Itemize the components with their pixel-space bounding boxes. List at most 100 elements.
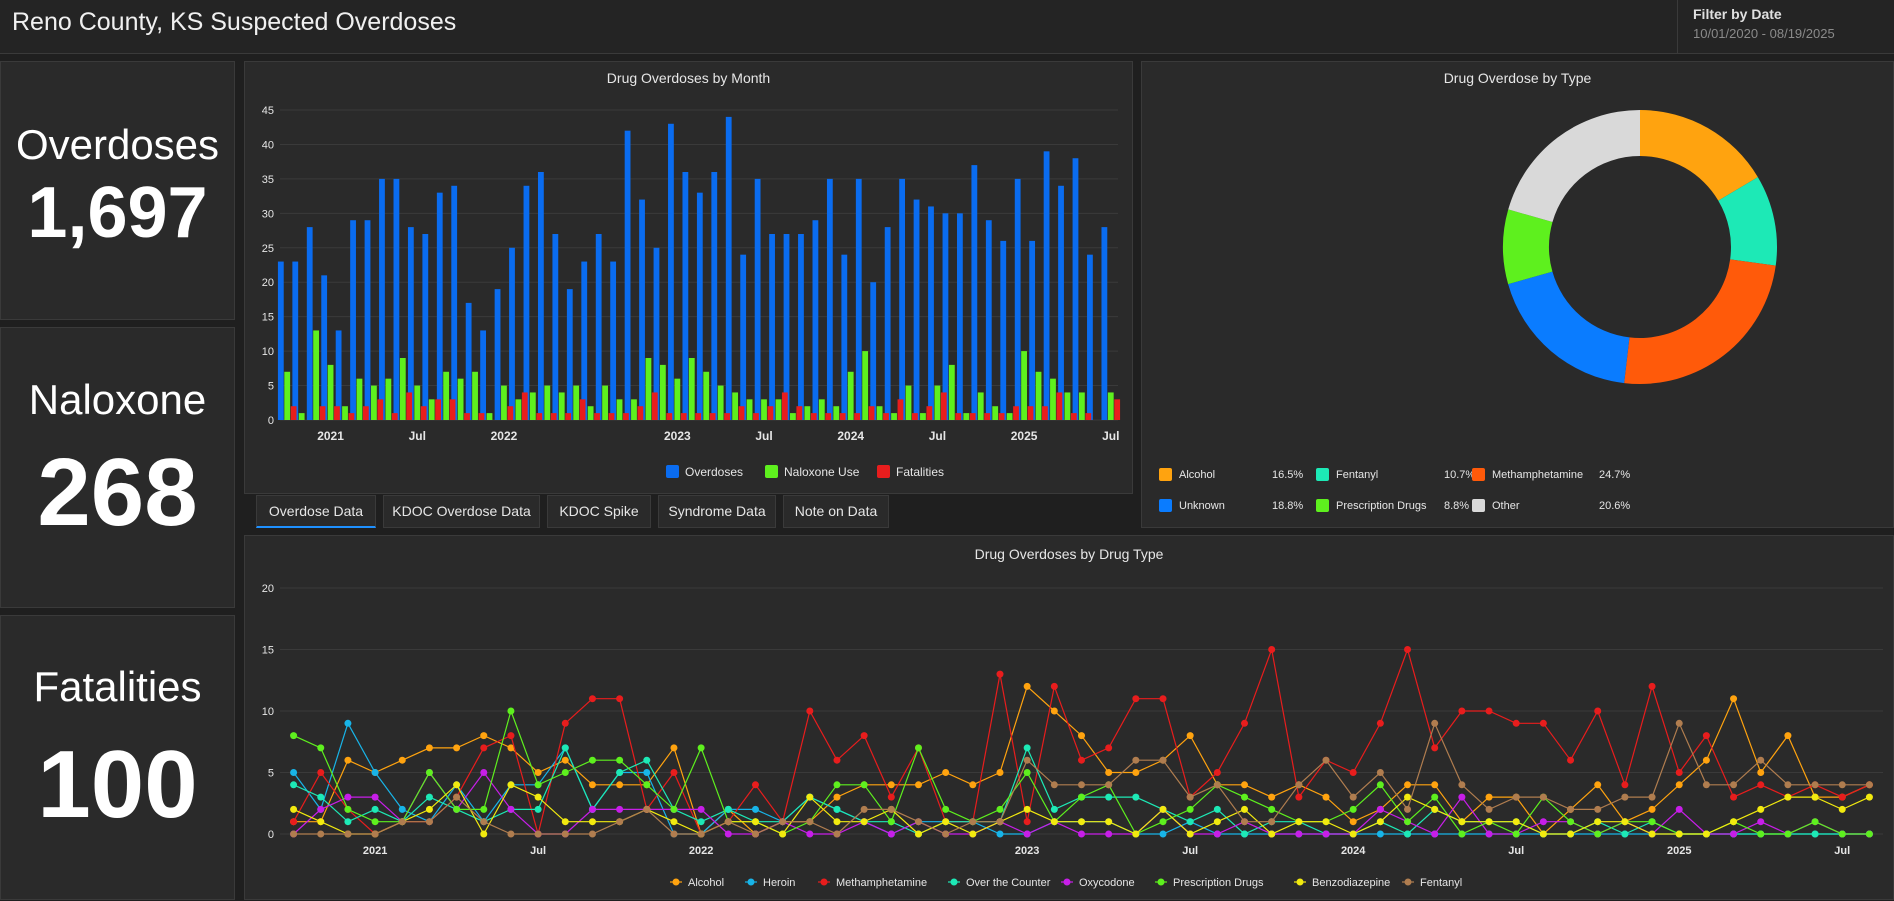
line-point-methamphetamine[interactable] xyxy=(616,695,624,703)
line-point-fentanyl[interactable] xyxy=(1567,805,1575,813)
line-point-over-the-counter[interactable] xyxy=(1811,830,1819,838)
line-point-benzodiazepine[interactable] xyxy=(1594,818,1602,826)
bar-overdoses[interactable] xyxy=(566,289,573,420)
line-point-oxycodone[interactable] xyxy=(887,830,895,838)
line-point-prescription-drugs[interactable] xyxy=(344,805,352,813)
bar-fatalities[interactable] xyxy=(623,413,629,420)
line-point-alcohol[interactable] xyxy=(561,756,569,764)
line-point-oxycodone[interactable] xyxy=(1757,818,1765,826)
line-legend-label[interactable]: Methamphetamine xyxy=(836,877,927,889)
bar-naloxone-use[interactable] xyxy=(1107,392,1114,420)
line-point-methamphetamine[interactable] xyxy=(1838,793,1846,801)
bar-naloxone-use[interactable] xyxy=(862,351,869,420)
bar-naloxone-use[interactable] xyxy=(631,399,637,420)
line-point-benzodiazepine[interactable] xyxy=(1268,830,1276,838)
line-point-oxycodone[interactable] xyxy=(1078,830,1085,838)
bar-naloxone-use[interactable] xyxy=(356,378,363,420)
line-point-benzodiazepine[interactable] xyxy=(860,818,868,826)
line-point-alcohol[interactable] xyxy=(942,769,950,776)
bar-naloxone-use[interactable] xyxy=(732,392,739,420)
bar-naloxone-use[interactable] xyxy=(659,364,666,420)
bar-overdoses[interactable] xyxy=(812,220,819,420)
line-point-over-the-counter[interactable] xyxy=(1132,793,1140,801)
line-point-methamphetamine[interactable] xyxy=(887,793,895,801)
line-point-fentanyl[interactable] xyxy=(697,830,705,838)
line-point-fentanyl[interactable] xyxy=(1784,781,1792,789)
line-point-fentanyl[interactable] xyxy=(1539,793,1547,801)
line-point-oxycodone[interactable] xyxy=(1675,805,1683,813)
line-point-oxycodone[interactable] xyxy=(344,793,352,801)
line-point-over-the-counter[interactable] xyxy=(317,793,325,801)
line-point-prescription-drugs[interactable] xyxy=(1023,769,1031,776)
bar-naloxone-use[interactable] xyxy=(804,406,811,420)
line-point-benzodiazepine[interactable] xyxy=(1322,818,1330,826)
donut-legend-item[interactable]: Alcohol 16.5% xyxy=(1159,468,1389,484)
line-point-over-the-counter[interactable] xyxy=(724,805,732,813)
line-point-prescription-drugs[interactable] xyxy=(1594,830,1602,838)
bar-overdoses[interactable] xyxy=(292,261,299,420)
line-point-benzodiazepine[interactable] xyxy=(561,818,569,826)
line-point-alcohol[interactable] xyxy=(1404,781,1412,789)
bar-naloxone-use[interactable] xyxy=(399,358,406,420)
line-point-alcohol[interactable] xyxy=(616,781,624,789)
line-point-benzodiazepine[interactable] xyxy=(969,830,977,838)
bar-fatalities[interactable] xyxy=(579,399,586,420)
bar-legend-label[interactable]: Naloxone Use xyxy=(784,465,860,479)
line-point-alcohol[interactable] xyxy=(1105,769,1113,776)
line-point-methamphetamine[interactable] xyxy=(751,781,759,789)
line-point-fentanyl[interactable] xyxy=(1050,781,1058,789)
bar-naloxone-use[interactable] xyxy=(1064,392,1071,420)
bar-fatalities[interactable] xyxy=(1114,399,1121,420)
line-point-oxycodone[interactable] xyxy=(806,830,814,838)
bar-fatalities[interactable] xyxy=(550,413,557,420)
tab-note-on-data[interactable]: Note on Data xyxy=(783,495,889,528)
bar-fatalities[interactable] xyxy=(868,406,875,420)
bar-overdoses[interactable] xyxy=(841,254,848,420)
bar-naloxone-use[interactable] xyxy=(371,385,377,420)
line-point-fentanyl[interactable] xyxy=(1023,756,1031,764)
bar-fatalities[interactable] xyxy=(536,413,543,420)
line-point-heroin[interactable] xyxy=(371,769,379,776)
bar-naloxone-use[interactable] xyxy=(587,406,594,420)
bar-fatalities[interactable] xyxy=(608,413,615,420)
line-point-prescription-drugs[interactable] xyxy=(1431,793,1439,801)
bar-naloxone-use[interactable] xyxy=(645,358,652,420)
bar-naloxone-use[interactable] xyxy=(977,392,984,420)
line-point-fentanyl[interactable] xyxy=(1159,756,1167,764)
line-point-oxycodone[interactable] xyxy=(480,769,488,776)
line-point-methamphetamine[interactable] xyxy=(290,818,298,826)
bar-fatalities[interactable] xyxy=(709,413,716,420)
donut-legend-item[interactable]: Other 20.6% xyxy=(1472,499,1702,515)
line-point-methamphetamine[interactable] xyxy=(1485,707,1493,715)
bar-fatalities[interactable] xyxy=(695,413,702,420)
line-point-methamphetamine[interactable] xyxy=(1268,646,1276,653)
donut-slice-unknown[interactable] xyxy=(1508,271,1630,384)
bar-overdoses[interactable] xyxy=(422,234,429,420)
bar-fatalities[interactable] xyxy=(883,413,889,420)
bar-fatalities[interactable] xyxy=(897,399,904,420)
line-point-fentanyl[interactable] xyxy=(1431,719,1439,727)
line-point-fentanyl[interactable] xyxy=(1648,793,1656,801)
line-point-alcohol[interactable] xyxy=(1132,769,1140,776)
line-point-fentanyl[interactable] xyxy=(317,830,325,838)
line-point-benzodiazepine[interactable] xyxy=(1675,830,1683,838)
bar-overdoses[interactable] xyxy=(754,178,761,420)
line-point-over-the-counter[interactable] xyxy=(1621,830,1629,838)
donut-legend-item[interactable]: Prescription Drugs 8.8% xyxy=(1316,499,1546,515)
bar-naloxone-use[interactable] xyxy=(428,399,435,420)
line-point-prescription-drugs[interactable] xyxy=(1838,830,1846,838)
donut-legend-item[interactable]: Fentanyl 10.7% xyxy=(1316,468,1546,484)
line-point-fentanyl[interactable] xyxy=(1241,818,1249,826)
bar-overdoses[interactable] xyxy=(436,192,443,420)
line-point-benzodiazepine[interactable] xyxy=(1784,793,1792,801)
bar-naloxone-use[interactable] xyxy=(385,378,392,420)
line-point-fentanyl[interactable] xyxy=(1675,719,1683,727)
line-point-benzodiazepine[interactable] xyxy=(588,818,596,826)
line-point-fentanyl[interactable] xyxy=(398,818,406,826)
bar-overdoses[interactable] xyxy=(639,199,645,420)
bar-naloxone-use[interactable] xyxy=(833,406,840,420)
line-point-over-the-counter[interactable] xyxy=(643,756,651,764)
bar-naloxone-use[interactable] xyxy=(1035,371,1042,420)
line-point-prescription-drugs[interactable] xyxy=(453,805,461,813)
bar-naloxone-use[interactable] xyxy=(602,385,608,420)
